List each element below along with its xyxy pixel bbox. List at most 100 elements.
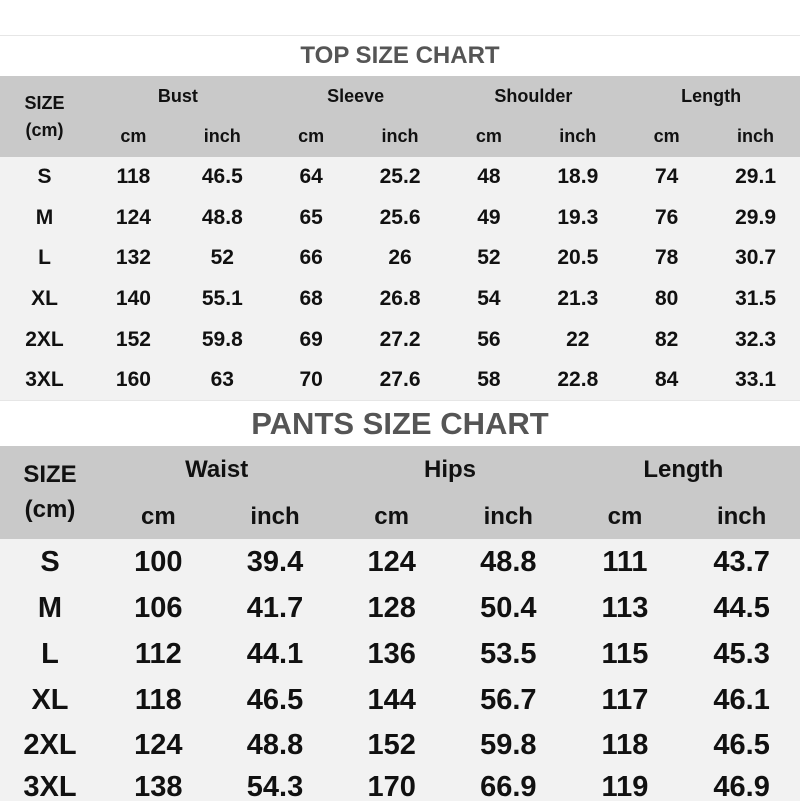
- table-row: 3XL 160 63 70 27.6 58 22.8 84 33.1: [0, 360, 800, 401]
- value-cell: 45.3: [713, 637, 770, 670]
- value-cell: 30.7: [735, 246, 776, 270]
- table-row: XL 140 55.1 68 26.8 54 21.3 80 31.5: [0, 279, 800, 320]
- value-cell: 74: [655, 165, 679, 189]
- column-group-header: Length: [643, 456, 724, 483]
- value-cell: 64: [299, 165, 323, 189]
- column-group-header: Hips: [423, 456, 476, 483]
- value-cell: 25.6: [379, 205, 421, 229]
- value-cell: 19.3: [557, 205, 599, 229]
- value-cell: 46.5: [201, 165, 243, 189]
- value-cell: 69: [299, 327, 323, 351]
- value-cell: 21.3: [557, 287, 599, 311]
- value-cell: 46.9: [713, 770, 770, 803]
- column-group-header: Shoulder: [494, 85, 573, 106]
- value-cell: 29.9: [735, 205, 776, 229]
- column-group-header: Length: [681, 85, 742, 106]
- value-cell: 63: [210, 368, 234, 392]
- value-cell: 48: [477, 165, 501, 189]
- table-row: 2XL 152 59.8 69 27.2 56 22 82 32.3: [0, 319, 800, 360]
- value-cell: 27.2: [379, 327, 421, 351]
- value-cell: 170: [367, 770, 416, 803]
- table-row: S 100 39.4 124 48.8 111 43.7: [0, 539, 800, 585]
- value-cell: 119: [601, 770, 649, 803]
- value-cell: 18.9: [557, 165, 599, 189]
- value-cell: 54.3: [246, 770, 304, 803]
- value-cell: 117: [601, 683, 649, 716]
- value-cell: 56: [477, 327, 501, 351]
- value-cell: 27.6: [379, 368, 421, 392]
- value-cell: 48.8: [201, 205, 243, 229]
- value-cell: 115: [601, 637, 649, 670]
- value-cell: 136: [367, 637, 416, 670]
- value-cell: 48.8: [480, 545, 537, 578]
- size-label: SIZE: [24, 93, 65, 114]
- size-cell: S: [37, 165, 52, 189]
- unit-header: cm: [120, 126, 147, 146]
- size-cell: XL: [31, 287, 58, 311]
- unit-header: inch: [716, 502, 767, 530]
- unit-header: inch: [381, 126, 419, 146]
- table-row: L 112 44.1 136 53.5 115 45.3: [0, 631, 800, 677]
- value-cell: 26: [388, 246, 412, 270]
- value-cell: 152: [115, 327, 151, 351]
- value-cell: 111: [602, 545, 648, 578]
- value-cell: 33.1: [735, 368, 776, 392]
- value-cell: 128: [367, 591, 416, 624]
- value-cell: 31.5: [735, 287, 776, 311]
- value-cell: 41.7: [246, 591, 304, 624]
- size-cell: 3XL: [25, 368, 64, 392]
- value-cell: 65: [299, 205, 323, 229]
- unit-header: cm: [374, 502, 409, 530]
- size-cell: L: [38, 246, 51, 270]
- column-group-header: Sleeve: [327, 85, 385, 106]
- column-group-header: Bust: [157, 85, 198, 106]
- unit-header: inch: [250, 502, 300, 530]
- value-cell: 46.5: [246, 683, 304, 716]
- table-row: L 132 52 66 26 52 20.5 78 30.7: [0, 238, 800, 279]
- value-cell: 29.1: [735, 165, 776, 189]
- size-label: SIZE: [23, 460, 77, 488]
- value-cell: 39.4: [246, 545, 304, 578]
- value-cell: 118: [134, 683, 182, 716]
- top-chart-title: TOP SIZE CHART: [0, 35, 800, 76]
- size-cell: XL: [31, 683, 69, 716]
- size-cell: M: [37, 591, 63, 624]
- unit-header: inch: [737, 126, 775, 146]
- value-cell: 70: [299, 368, 323, 392]
- unit-header: cm: [607, 502, 643, 530]
- value-cell: 22.8: [557, 368, 599, 392]
- size-unit: (cm): [25, 119, 64, 140]
- value-cell: 44.5: [713, 591, 770, 624]
- value-cell: 66.9: [480, 770, 537, 803]
- table-row: M 124 48.8 65 25.6 49 19.3 76 29.9: [0, 198, 800, 239]
- value-cell: 144: [367, 683, 416, 716]
- value-cell: 52: [210, 246, 234, 270]
- value-cell: 84: [655, 368, 679, 392]
- table-row: 2XL 124 48.8 152 59.8 118 46.5: [0, 723, 800, 767]
- value-cell: 50.4: [480, 591, 537, 624]
- value-cell: 132: [115, 246, 151, 270]
- value-cell: 44.1: [246, 637, 304, 670]
- value-cell: 124: [115, 205, 151, 229]
- table-row: XL 118 46.5 144 56.7 117 46.1: [0, 677, 800, 723]
- top-chart-body: S 118 46.5 64 25.2 48 18.9 74 29.1 M 124 48.8 65 25.6…: [0, 157, 800, 401]
- value-cell: 124: [367, 545, 416, 578]
- value-cell: 138: [134, 770, 183, 803]
- unit-header: inch: [559, 126, 597, 146]
- value-cell: 52: [477, 246, 501, 270]
- top-chart-header: SIZE (cm) Bust Sleeve Shoulder Length cm inc…: [0, 76, 800, 157]
- table-row: 3XL 138 54.3 170 66.9 119 46.9: [0, 767, 800, 807]
- value-cell: 66: [299, 246, 323, 270]
- value-cell: 48.8: [246, 728, 304, 761]
- table-row: S 118 46.5 64 25.2 48 18.9 74 29.1: [0, 157, 800, 198]
- size-cell: L: [41, 637, 59, 670]
- value-cell: 56.7: [480, 683, 537, 716]
- unit-header: cm: [653, 126, 680, 146]
- value-cell: 59.8: [201, 327, 243, 351]
- value-cell: 53.5: [480, 637, 537, 670]
- value-cell: 112: [134, 637, 182, 670]
- value-cell: 43.7: [713, 545, 770, 578]
- unit-header: inch: [203, 126, 241, 146]
- value-cell: 59.8: [480, 728, 537, 761]
- value-cell: 20.5: [557, 246, 599, 270]
